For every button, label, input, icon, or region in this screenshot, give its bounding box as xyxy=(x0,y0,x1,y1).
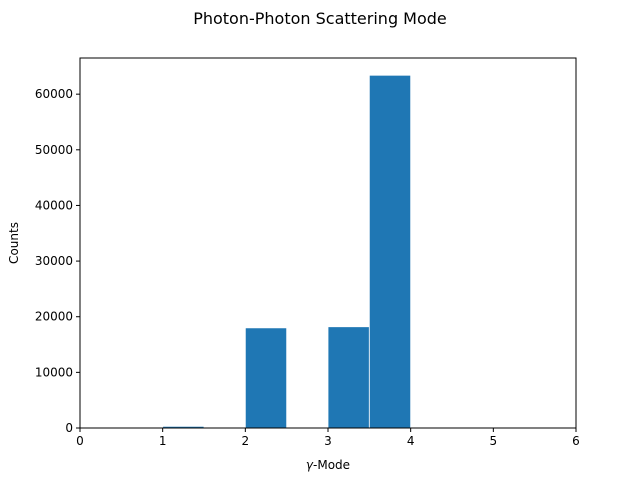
x-tick-label-5: 5 xyxy=(490,434,498,448)
x-axis-label-symbol: γ xyxy=(306,458,314,472)
x-axis-label: γ-Mode xyxy=(306,458,350,472)
x-tick-label-2: 2 xyxy=(242,434,250,448)
bars-group xyxy=(162,74,412,429)
x-tick-label-3: 3 xyxy=(324,434,332,448)
histogram-bar-3 xyxy=(368,74,412,429)
y-axis-label: Counts xyxy=(7,222,21,264)
y-tick-label-4: 40000 xyxy=(35,198,73,212)
x-tick-label-4: 4 xyxy=(407,434,415,448)
histogram-bar-2 xyxy=(327,326,370,429)
y-tick-label-3: 30000 xyxy=(35,254,73,268)
histogram-bar-1 xyxy=(244,327,288,429)
y-axis-ticks: 0 10000 20000 30000 40000 50000 60000 xyxy=(35,87,80,435)
y-tick-label-6: 60000 xyxy=(35,87,73,101)
y-tick-label-1: 10000 xyxy=(35,365,73,379)
y-tick-label-5: 50000 xyxy=(35,143,73,157)
y-tick-label-2: 20000 xyxy=(35,310,73,324)
x-axis-ticks: 0 1 2 3 4 5 6 xyxy=(76,428,580,448)
x-tick-label-0: 0 xyxy=(76,434,84,448)
x-tick-label-1: 1 xyxy=(159,434,167,448)
x-axis-label-text: -Mode xyxy=(313,458,350,472)
x-tick-label-6: 6 xyxy=(572,434,580,448)
chart-title: Photon-Photon Scattering Mode xyxy=(193,9,447,28)
y-tick-label-0: 0 xyxy=(65,421,73,435)
